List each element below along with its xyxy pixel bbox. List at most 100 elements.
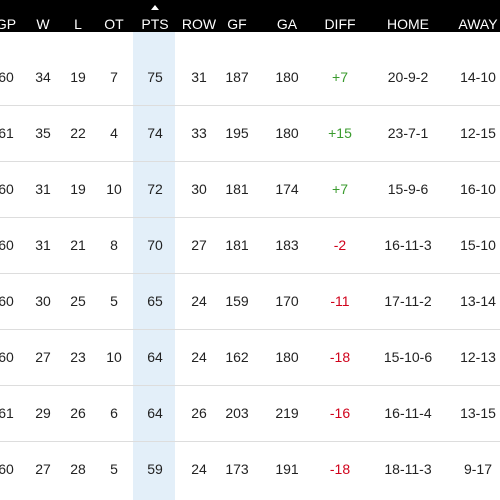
table-cell: 31: [191, 69, 207, 85]
table-cell: 25: [70, 293, 86, 309]
table-cell: 183: [275, 237, 299, 253]
table-cell: 9-17: [463, 461, 493, 477]
table-cell: 16-11-3: [384, 237, 432, 253]
column-header[interactable]: L: [74, 16, 82, 32]
table-cell: 15-10: [460, 237, 496, 253]
table-cell: 26: [70, 405, 86, 421]
row-separator: [0, 385, 500, 386]
table-cell: 75: [147, 69, 163, 85]
table-cell: 34: [35, 69, 51, 85]
table-cell: 27: [35, 461, 51, 477]
row-separator: [0, 105, 500, 106]
table-cell: 60: [0, 461, 14, 477]
table-cell: 10: [106, 181, 122, 197]
table-cell: 20-9-2: [387, 69, 429, 85]
column-header[interactable]: GA: [276, 16, 298, 32]
table-cell: 170: [275, 293, 299, 309]
column-header[interactable]: ROW: [181, 16, 217, 32]
table-cell: 31: [35, 237, 51, 253]
table-cell: 30: [35, 293, 51, 309]
table-cell: 35: [35, 125, 51, 141]
table-cell: 16-11-4: [384, 405, 432, 421]
table-cell: 64: [147, 349, 163, 365]
row-separator: [0, 217, 500, 218]
table-cell: 174: [275, 181, 299, 197]
column-header[interactable]: PTS: [141, 16, 169, 32]
sort-indicator: [151, 5, 159, 10]
table-cell: 22: [70, 125, 86, 141]
table-cell: 60: [0, 293, 14, 309]
table-cell: 180: [275, 69, 299, 85]
table-cell: 74: [147, 125, 163, 141]
table-cell: 12-13: [460, 349, 496, 365]
table-cell: 19: [70, 69, 86, 85]
table-cell: 61: [0, 125, 14, 141]
table-cell: 173: [225, 461, 249, 477]
table-cell: 72: [147, 181, 163, 197]
table-cell: 27: [35, 349, 51, 365]
table-cell: 16-10: [460, 181, 496, 197]
column-header[interactable]: AWAY: [458, 16, 498, 32]
table-cell: 10: [106, 349, 122, 365]
table-cell: 24: [191, 461, 207, 477]
table-cell: 195: [225, 125, 249, 141]
table-cell: 13-14: [460, 293, 496, 309]
table-cell: 59: [147, 461, 163, 477]
row-separator: [0, 329, 500, 330]
table-cell: 23: [70, 349, 86, 365]
row-separator: [0, 441, 500, 442]
table-cell: 4: [110, 125, 118, 141]
table-cell: 5: [110, 461, 118, 477]
row-separator: [0, 161, 500, 162]
table-cell: 65: [147, 293, 163, 309]
table-cell: 8: [110, 237, 118, 253]
table-cell: 159: [225, 293, 249, 309]
column-header[interactable]: DIFF: [324, 16, 356, 32]
table-cell: 180: [275, 349, 299, 365]
sorted-column-highlight: [133, 32, 175, 500]
table-cell: 26: [191, 405, 207, 421]
table-cell: 60: [0, 237, 14, 253]
table-cell: 19: [70, 181, 86, 197]
table-cell: +7: [332, 181, 348, 197]
table-cell: 15-10-6: [383, 349, 433, 365]
table-cell: 180: [275, 125, 299, 141]
table-cell: -18: [329, 349, 351, 365]
table-cell: +7: [332, 69, 348, 85]
table-cell: 31: [35, 181, 51, 197]
row-separator: [0, 273, 500, 274]
table-cell: 12-15: [460, 125, 496, 141]
table-cell: 181: [225, 181, 249, 197]
table-cell: 60: [0, 349, 14, 365]
table-cell: 15-9-6: [387, 181, 429, 197]
table-cell: 60: [0, 181, 14, 197]
table-cell: 33: [191, 125, 207, 141]
column-header[interactable]: GP: [0, 16, 17, 32]
table-cell: 14-10: [460, 69, 496, 85]
table-cell: 23-7-1: [387, 125, 429, 141]
table-cell: 18-11-3: [384, 461, 432, 477]
table-cell: 64: [147, 405, 163, 421]
table-cell: -18: [329, 461, 351, 477]
column-header[interactable]: OT: [104, 16, 124, 32]
table-cell: -11: [330, 293, 350, 309]
table-cell: 24: [191, 293, 207, 309]
table-cell: 203: [225, 405, 249, 421]
table-cell: 181: [225, 237, 249, 253]
table-cell: 21: [70, 237, 86, 253]
table-cell: 7: [110, 69, 118, 85]
table-cell: 61: [0, 405, 14, 421]
column-header[interactable]: GF: [227, 16, 247, 32]
table-cell: 162: [225, 349, 249, 365]
table-cell: 27: [191, 237, 207, 253]
column-header[interactable]: W: [36, 16, 50, 32]
table-cell: -2: [333, 237, 347, 253]
table-cell: 30: [191, 181, 207, 197]
table-cell: +15: [328, 125, 352, 141]
table-cell: 13-15: [460, 405, 496, 421]
table-cell: 17-11-2: [384, 293, 432, 309]
table-cell: 70: [147, 237, 163, 253]
column-header[interactable]: HOME: [387, 16, 429, 32]
